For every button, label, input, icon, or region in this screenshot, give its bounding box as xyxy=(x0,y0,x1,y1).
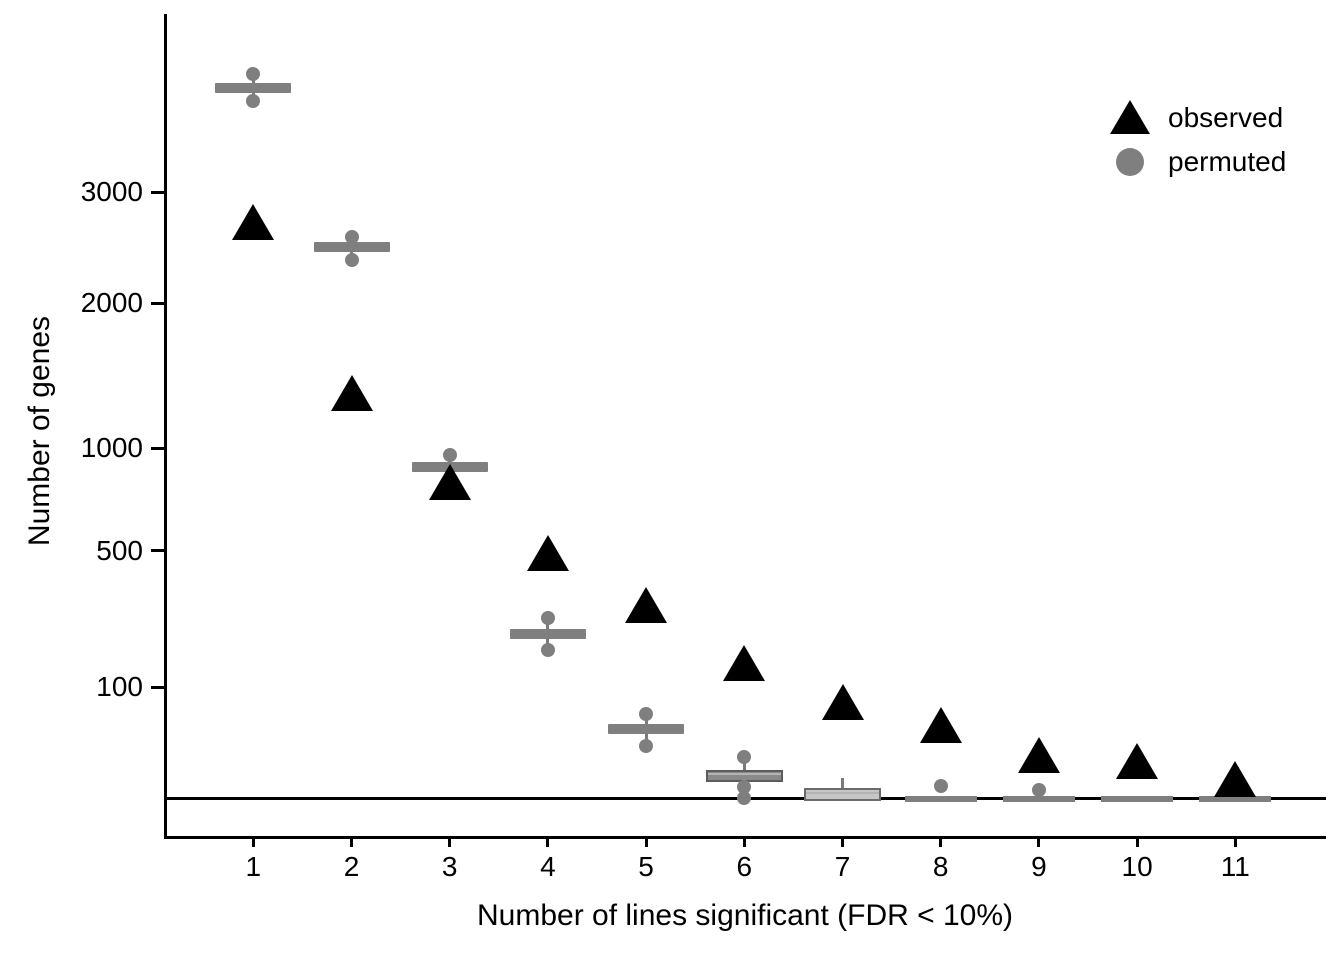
permuted-outlier-dot xyxy=(246,66,261,81)
observed-point xyxy=(526,535,569,572)
x-tick-label: 9 xyxy=(1031,851,1047,882)
observed-point xyxy=(1017,737,1060,774)
x-tick-label: 6 xyxy=(736,851,753,882)
y-axis-line xyxy=(163,14,167,839)
permuted-median-line xyxy=(806,792,879,795)
observed-point xyxy=(232,203,275,240)
permuted-outlier-dot xyxy=(540,643,555,658)
permuted-outlier-dot xyxy=(737,791,752,805)
y-tick xyxy=(151,549,164,553)
legend-item-label: observed xyxy=(1168,102,1284,133)
permuted-outlier-dot xyxy=(639,739,654,754)
observed-point xyxy=(723,644,766,681)
x-tick-label: 7 xyxy=(834,851,851,882)
x-tick xyxy=(644,839,648,847)
x-tick xyxy=(841,839,844,847)
permuted-outlier-dot xyxy=(246,93,261,108)
y-tick xyxy=(151,685,164,689)
legend-circle-icon xyxy=(1116,148,1144,176)
y-tick-label: 3000 xyxy=(80,176,143,208)
x-tick xyxy=(742,839,746,847)
permuted-median-bar xyxy=(313,242,390,253)
x-tick xyxy=(1135,839,1139,847)
x-tick-label: 10 xyxy=(1121,851,1153,882)
y-tick-label: 100 xyxy=(96,671,143,703)
permuted-median-bar xyxy=(608,723,685,734)
observed-point xyxy=(330,375,373,412)
x-tick xyxy=(1233,839,1237,847)
y-tick-label: 1000 xyxy=(80,432,143,464)
x-tick-label: 11 xyxy=(1220,851,1250,882)
x-tick xyxy=(1037,839,1041,847)
x-axis-line xyxy=(163,836,1326,839)
permuted-outlier-dot xyxy=(540,611,555,626)
permuted-outlier-dot xyxy=(639,707,654,722)
y-tick xyxy=(151,190,164,194)
observed-point xyxy=(919,707,962,744)
permuted-median-bar xyxy=(215,83,292,94)
permuted-outlier-dot xyxy=(1031,782,1046,797)
observed-point xyxy=(1214,760,1257,797)
permuted-median-bar xyxy=(1101,796,1174,802)
permuted-median-bar xyxy=(1199,796,1272,802)
x-tick-label: 5 xyxy=(638,851,654,882)
observed-point xyxy=(428,463,471,500)
permuted-outlier-dot xyxy=(737,779,752,794)
x-tick xyxy=(939,839,943,847)
x-tick-label: 4 xyxy=(540,851,556,882)
x-axis-title: Number of lines significant (FDR < 10%) xyxy=(476,899,1014,932)
permuted-outlier-dot xyxy=(442,448,457,463)
permuted-outlier-dot xyxy=(344,253,359,268)
permuted-box xyxy=(804,787,881,801)
permuted-median-bar xyxy=(509,629,586,640)
x-tick xyxy=(448,839,452,847)
y-axis-title: Number of genes xyxy=(23,315,56,547)
y-tick xyxy=(151,446,164,450)
legend-item-label: permuted xyxy=(1168,146,1287,177)
legend-triangle-icon xyxy=(1110,100,1150,134)
x-tick-label: 2 xyxy=(343,851,360,882)
y-tick-label: 500 xyxy=(96,534,143,566)
x-tick xyxy=(350,839,353,847)
y-tick-label: 2000 xyxy=(80,287,143,319)
x-tick xyxy=(546,839,550,847)
permuted-outlier-dot xyxy=(344,229,359,244)
x-tick xyxy=(251,839,255,847)
x-tick-label: 8 xyxy=(932,851,949,882)
permuted-median-bar xyxy=(904,796,977,802)
y-tick xyxy=(151,301,164,305)
x-tick-label: 3 xyxy=(441,851,458,882)
x-tick-label: 1 xyxy=(245,851,262,882)
observed-point xyxy=(1116,743,1159,780)
observed-point xyxy=(625,586,668,623)
permuted-median-line xyxy=(707,772,781,775)
observed-point xyxy=(821,684,864,721)
permuted-outlier-dot xyxy=(737,750,752,765)
permuted-outlier-dot xyxy=(933,779,948,794)
permuted-median-bar xyxy=(1002,796,1075,802)
